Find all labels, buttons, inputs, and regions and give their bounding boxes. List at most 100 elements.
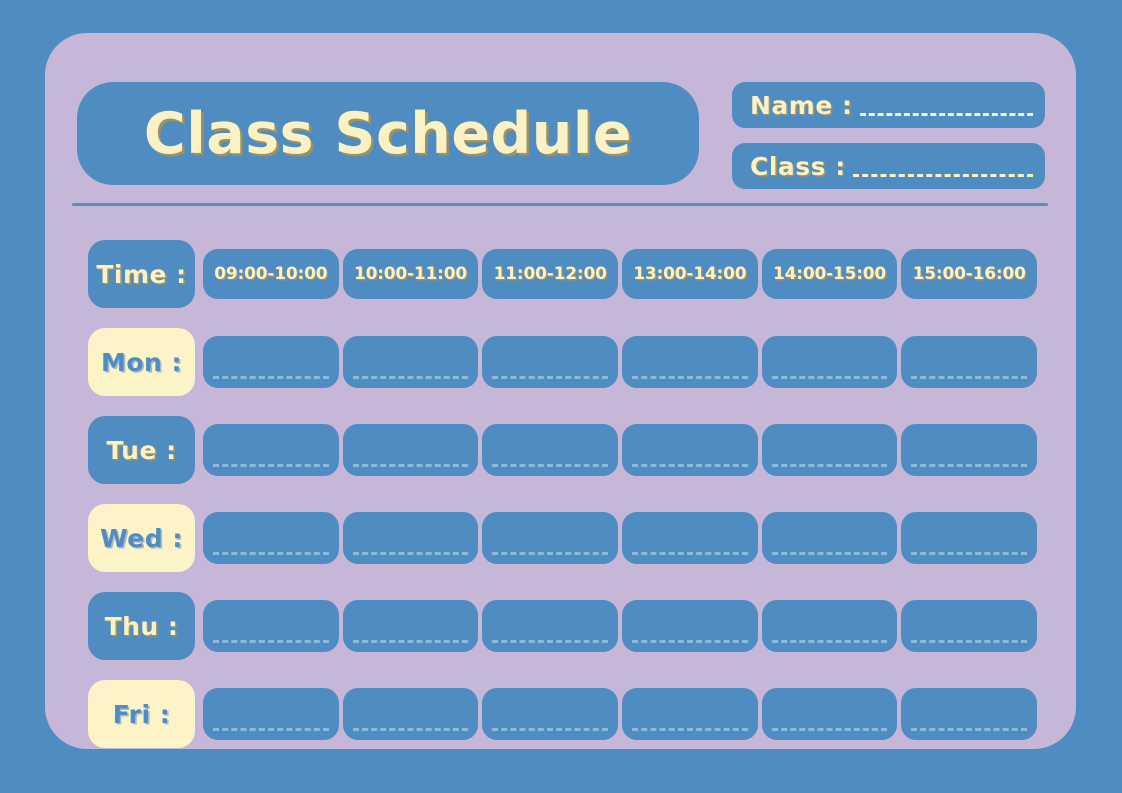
schedule-row-cells <box>203 688 1038 740</box>
entry-write-line <box>632 552 748 555</box>
schedule-row-cells <box>203 512 1038 564</box>
entry-write-line <box>771 464 888 467</box>
time-label-cell: Time : <box>88 240 195 308</box>
schedule-entry-cell[interactable] <box>622 512 758 564</box>
schedule-entry-cell[interactable] <box>203 424 339 476</box>
entry-write-line <box>352 552 469 555</box>
name-label: Name : <box>750 90 853 120</box>
schedule-entry-cell[interactable] <box>482 512 619 564</box>
schedule-entry-cell[interactable] <box>761 336 898 388</box>
entry-write-line <box>771 376 888 379</box>
entry-write-line <box>352 640 469 643</box>
schedule-entry-cell[interactable] <box>901 424 1038 476</box>
schedule-row: Tue : <box>88 406 1038 494</box>
schedule-entry-cell[interactable] <box>761 424 898 476</box>
name-field[interactable]: Name : <box>732 82 1045 128</box>
schedule-entry-cell[interactable] <box>622 424 758 476</box>
entry-write-line <box>911 552 1028 555</box>
time-header-row: Time : 09:00-10:00 10:00-11:00 11:00-12:00 1… <box>88 230 1038 318</box>
class-field[interactable]: Class : <box>732 143 1045 189</box>
schedule-entry-cell[interactable] <box>342 512 479 564</box>
time-slot-pill: 10:00-11:00 <box>342 249 479 299</box>
schedule-entry-cell[interactable] <box>342 336 479 388</box>
schedule-entry-cell[interactable] <box>203 512 339 564</box>
schedule-entry-cell[interactable] <box>901 336 1038 388</box>
schedule-entry-cell[interactable] <box>342 688 479 740</box>
entry-write-line <box>492 728 609 731</box>
time-slot-text: 15:00-16:00 <box>912 264 1026 284</box>
time-slot-pill: 15:00-16:00 <box>901 249 1038 299</box>
day-label-cell: Thu : <box>88 592 195 660</box>
page-title: Class Schedule <box>77 82 699 185</box>
time-slot-pill: 09:00-10:00 <box>203 249 339 299</box>
schedule-entry-cell[interactable] <box>761 512 898 564</box>
schedule-entry-cell[interactable] <box>622 336 758 388</box>
day-label-cell: Tue : <box>88 416 195 484</box>
schedule-row: Fri : <box>88 670 1038 758</box>
schedule-entry-cell[interactable] <box>901 512 1038 564</box>
time-slot-pill: 14:00-15:00 <box>761 249 898 299</box>
entry-write-line <box>492 376 609 379</box>
entry-write-line <box>213 552 329 555</box>
entry-write-line <box>911 464 1028 467</box>
day-label-cell: Mon : <box>88 328 195 396</box>
day-label-cell: Fri : <box>88 680 195 748</box>
time-slot-text: 11:00-12:00 <box>493 264 607 284</box>
schedule-header: Class Schedule Name : Class : <box>77 82 1045 189</box>
time-slot-text: 13:00-14:00 <box>633 264 747 284</box>
schedule-entry-cell[interactable] <box>622 688 758 740</box>
schedule-entry-cell[interactable] <box>342 600 479 652</box>
entry-write-line <box>492 640 609 643</box>
entry-write-line <box>213 640 329 643</box>
schedule-entry-cell[interactable] <box>901 688 1038 740</box>
day-label-text: Wed : <box>100 523 183 553</box>
time-slot-text: 14:00-15:00 <box>772 264 887 284</box>
schedule-row: Wed : <box>88 494 1038 582</box>
schedule-entry-cell[interactable] <box>761 600 898 652</box>
schedule-entry-cell[interactable] <box>342 424 479 476</box>
name-input[interactable] <box>859 94 1033 116</box>
schedule-entry-cell[interactable] <box>203 688 339 740</box>
entry-write-line <box>492 552 609 555</box>
schedule-row: Thu : <box>88 582 1038 670</box>
schedule-entry-cell[interactable] <box>761 688 898 740</box>
time-slot-text: 10:00-11:00 <box>353 264 468 284</box>
schedule-entry-cell[interactable] <box>482 688 619 740</box>
entry-write-line <box>911 640 1028 643</box>
class-label: Class : <box>750 151 846 181</box>
entry-write-line <box>213 728 329 731</box>
entry-write-line <box>771 640 888 643</box>
entry-write-line <box>911 376 1028 379</box>
entry-write-line <box>492 464 609 467</box>
entry-write-line <box>771 728 888 731</box>
schedule-row: Mon : <box>88 318 1038 406</box>
entry-write-line <box>632 640 748 643</box>
schedule-entry-cell[interactable] <box>482 424 619 476</box>
schedule-card: Class Schedule Name : Class : Time : 09:0… <box>45 33 1076 749</box>
entry-write-line <box>632 376 748 379</box>
day-label-text: Mon : <box>100 347 183 377</box>
schedule-entry-cell[interactable] <box>203 336 339 388</box>
time-slot-list: 09:00-10:00 10:00-11:00 11:00-12:00 13:00-1… <box>203 249 1038 299</box>
entry-write-line <box>771 552 888 555</box>
schedule-entry-cell[interactable] <box>622 600 758 652</box>
entry-write-line <box>352 728 469 731</box>
entry-write-line <box>911 728 1028 731</box>
day-label-text: Tue : <box>106 435 177 465</box>
schedule-row-cells <box>203 600 1038 652</box>
entry-write-line <box>213 464 329 467</box>
schedule-entry-cell[interactable] <box>901 600 1038 652</box>
schedule-row-cells <box>203 336 1038 388</box>
schedule-entry-cell[interactable] <box>203 600 339 652</box>
schedule-grid: Time : 09:00-10:00 10:00-11:00 11:00-12:00 1… <box>88 230 1038 758</box>
day-label-cell: Wed : <box>88 504 195 572</box>
schedule-entry-cell[interactable] <box>482 600 619 652</box>
day-label-text: Thu : <box>104 611 179 641</box>
schedule-entry-cell[interactable] <box>482 336 619 388</box>
header-divider <box>72 203 1048 206</box>
time-slot-pill: 11:00-12:00 <box>482 249 619 299</box>
page-title-text: Class Schedule <box>143 100 633 167</box>
time-label-text: Time : <box>96 259 187 289</box>
day-label-text: Fri : <box>112 699 171 729</box>
class-input[interactable] <box>852 155 1033 177</box>
